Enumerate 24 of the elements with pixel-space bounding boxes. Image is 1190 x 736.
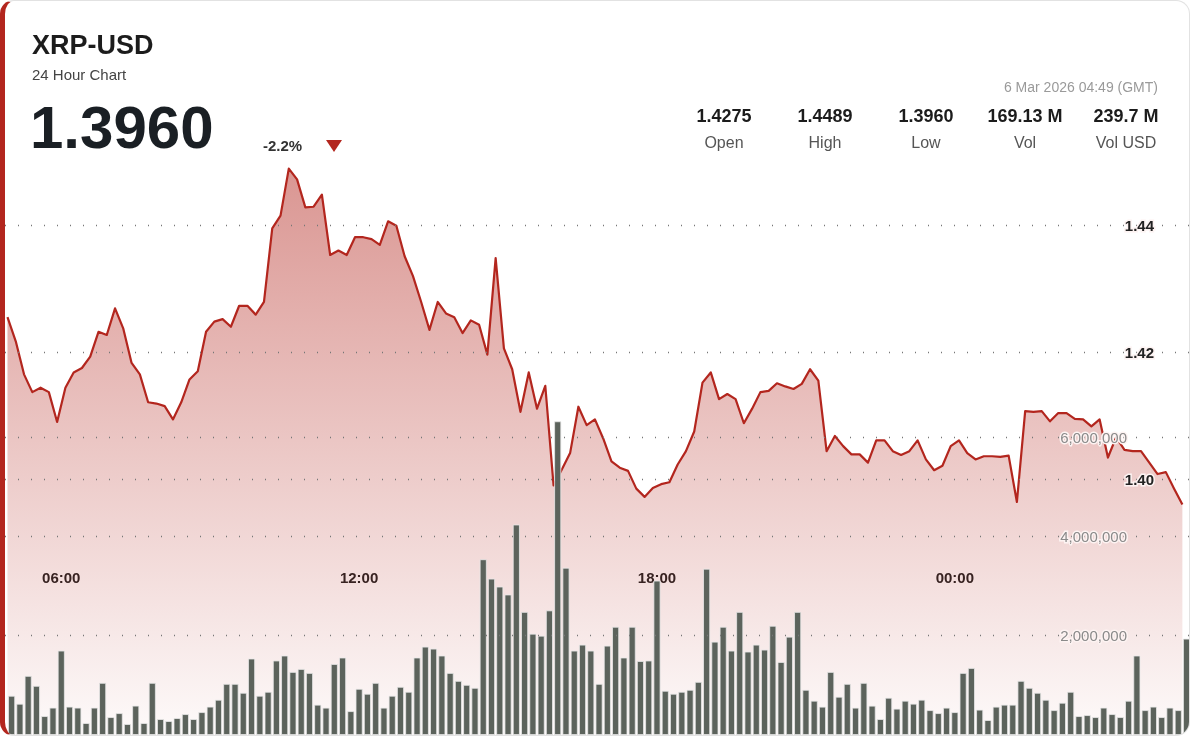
annotation: 1.4489 bbox=[796, 106, 854, 127]
x-tick-label: 12:00 bbox=[339, 569, 379, 586]
annotation: 1.4275 bbox=[695, 106, 753, 127]
annotation: 1.3960 bbox=[30, 93, 214, 162]
annotation: 1.3960 bbox=[897, 106, 955, 127]
annotation: Vol bbox=[1012, 134, 1038, 152]
annotation: Open bbox=[703, 134, 745, 152]
annotation: Low bbox=[910, 134, 942, 152]
annotation: 239.7 M bbox=[1092, 106, 1160, 127]
annotation: 169.13 M bbox=[986, 106, 1064, 127]
y2-tick-label: 2,000,000 bbox=[1060, 627, 1127, 645]
annotation: High bbox=[807, 134, 843, 152]
y-tick-label: 1.42 bbox=[1124, 343, 1154, 361]
text: XRP-USD bbox=[32, 30, 154, 61]
annotation: 6 Mar 2026 04:49 (GMT) bbox=[1003, 79, 1158, 95]
x-tick-label: 18:00 bbox=[637, 569, 677, 586]
annotation: Vol USD bbox=[1094, 134, 1158, 152]
y-tick-label: 1.40 bbox=[1124, 470, 1154, 488]
y-tick-label: 1.44 bbox=[1124, 216, 1155, 234]
annotation: -2.2% bbox=[263, 137, 303, 154]
y2-tick-label: 4,000,000 bbox=[1060, 527, 1127, 545]
x-tick-label: 06:00 bbox=[42, 569, 81, 586]
x-tick-label: 00:00 bbox=[935, 569, 975, 586]
text: 24 Hour Chart bbox=[32, 66, 127, 83]
